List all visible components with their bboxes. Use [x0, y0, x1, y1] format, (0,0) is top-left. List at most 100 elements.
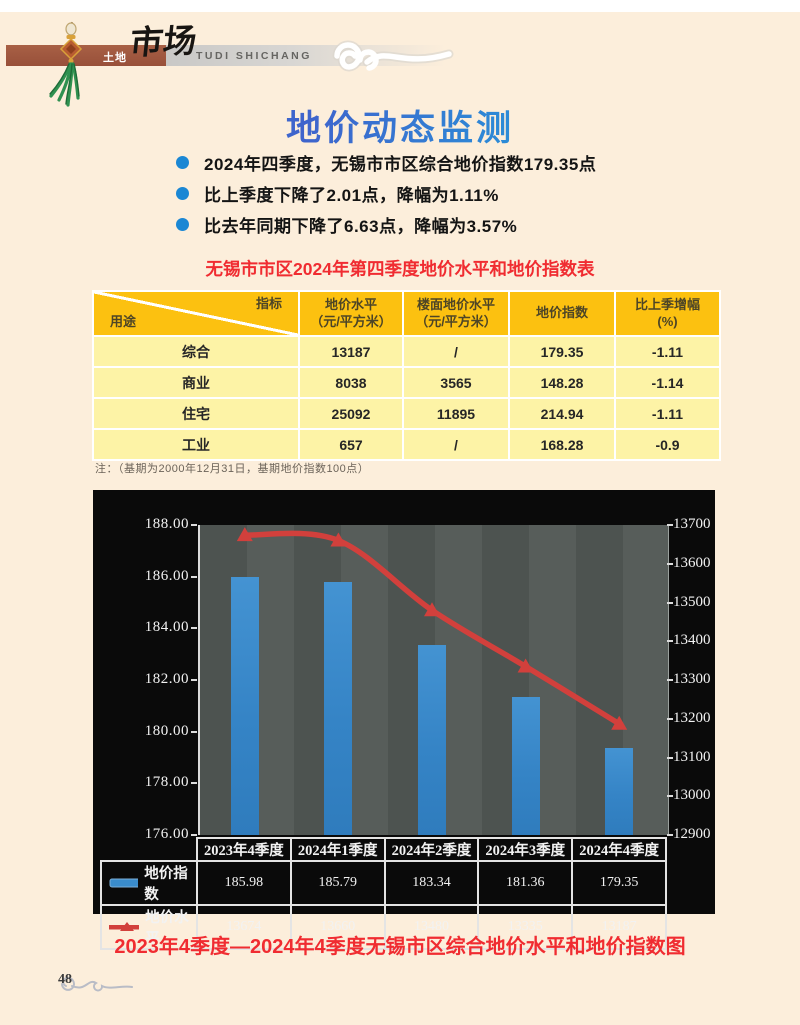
brand-calligraphy: 市场 [128, 23, 199, 63]
left-axis-label: 182.00 [144, 671, 189, 687]
table-cell: -1.14 [616, 368, 719, 397]
bullet-item: 比去年同期下降了6.63点，降幅为3.57% [176, 209, 596, 240]
left-axis-tick [191, 627, 197, 630]
header-line: 比上季增幅 [634, 296, 700, 312]
right-axis-tick [667, 679, 673, 681]
table-corner-cell: 指标 用途 [94, 292, 298, 335]
left-axis-tick [191, 524, 197, 526]
line-marker-triangle [236, 527, 253, 542]
bullet-text: 2024年四季度，无锡市市区综合地价指数179.35点 [204, 155, 597, 174]
table-note: 注：（基期为2000年12月31日，基期地价指数100点） [95, 463, 370, 475]
page-number: 48 [58, 972, 72, 987]
header-line: 楼面地价水平 [416, 296, 495, 312]
table-cell: / [404, 337, 508, 366]
cloud-ornament-icon [332, 40, 454, 72]
x-axis-category: 2024年3季度 [477, 837, 574, 862]
table-cell: 3565 [404, 368, 508, 397]
left-axis-label: 180.00 [144, 722, 189, 739]
table-cell: 657 [300, 430, 402, 459]
legend-entry: 地价水平 [104, 906, 194, 948]
left-axis-tick [191, 834, 197, 836]
chart-caption: 2023年4季度—2024年4季度无锡市区综合地价水平和地价指数图 [114, 936, 686, 958]
x-axis-category: 2023年4季度 [196, 837, 292, 862]
right-axis-tick [667, 562, 673, 565]
table-cell: -1.11 [616, 399, 719, 428]
right-axis-label: 13500 [673, 593, 711, 610]
chart-value-cell: 181.36 [477, 860, 574, 906]
summary-bullets: 2024年四季度，无锡市市区综合地价指数179.35点 比上季度下降了2.01点… [176, 147, 596, 240]
right-axis-label: 13400 [673, 632, 711, 649]
right-axis-tick [667, 640, 673, 643]
right-axis-tick [667, 795, 673, 798]
legend-cell: 地价指数 [100, 860, 198, 906]
right-axis-tick [667, 717, 673, 720]
chart-value-cell: 13480 [383, 904, 480, 950]
table-cell: 214.94 [510, 399, 614, 428]
table-cell: 168.28 [510, 430, 614, 459]
header-line: （元/平方米） [415, 313, 497, 329]
table-cell: 8038 [300, 368, 402, 397]
header-line: (%) [657, 313, 678, 329]
line-marker-triangle [330, 532, 347, 547]
chart-value-cell: 185.79 [289, 860, 386, 906]
right-axis-label: 13300 [673, 671, 711, 687]
bar-2024年3季度 [511, 696, 540, 835]
right-axis-tick [667, 756, 673, 759]
chart-value-cell: 13674 [196, 904, 292, 950]
left-axis-label: 176.00 [144, 826, 189, 842]
right-axis-label: 13600 [673, 554, 711, 571]
table-cell: 13187 [300, 337, 402, 366]
table-cell: -1.11 [616, 337, 719, 366]
table-cell: 商业 [94, 368, 298, 397]
table-cell: 综合 [94, 337, 298, 366]
x-axis-category: 2024年1季度 [289, 837, 386, 862]
column-header: 比上季增幅 (%) [616, 292, 719, 335]
chart-data-table: 2023年4季度 2024年1季度 2024年2季度 2024年3季度 2024年4季度… [100, 837, 667, 950]
line-marker-triangle [424, 602, 440, 617]
table-cell: 179.35 [510, 337, 614, 366]
page-top-margin [0, 0, 800, 12]
legend-entry: 地价指数 [104, 862, 194, 904]
right-axis-label: 12900 [673, 826, 711, 842]
chart-value-cell: 13187 [571, 904, 667, 950]
left-axis-label: 188.00 [144, 516, 189, 532]
bullet-text: 比去年同期下降了6.63点，降幅为3.57% [204, 217, 518, 236]
land-price-table: 指标 用途 地价水平 （元/平方米） 楼面地价水平 （元/平方米） 地价指数 比… [92, 290, 721, 461]
line-marker-triangle [517, 658, 534, 673]
bar-2024年1季度 [324, 582, 353, 835]
right-axis-tick [667, 601, 673, 604]
line-legend-icon [109, 922, 140, 931]
column-header: 楼面地价水平 （元/平方米） [404, 292, 508, 335]
line-marker-triangle [611, 715, 628, 730]
table-cell: 工业 [94, 430, 298, 459]
page-number-swirl-icon [61, 976, 133, 992]
brand-name-en: TUDI SHICHANG [196, 50, 312, 62]
column-header: 地价水平 （元/平方米） [300, 292, 402, 335]
line-series [236, 527, 628, 730]
left-axis-label: 184.00 [144, 619, 189, 636]
right-axis-tick [667, 834, 673, 836]
table-cell: 25092 [300, 399, 402, 428]
right-axis-label: 13100 [673, 748, 711, 765]
chart-value-cell: 185.98 [196, 860, 292, 906]
column-header: 地价指数 [510, 292, 614, 335]
legend-cell: 地价水平 [100, 904, 198, 950]
header-line: 地价指数 [535, 305, 588, 321]
bar-legend-icon [109, 878, 139, 888]
left-axis-label: 186.00 [144, 567, 189, 584]
table-cell: 住宅 [94, 399, 298, 428]
bullet-dot-icon [176, 187, 189, 200]
bullet-item: 比上季度下降了2.01点，降幅为1.11% [176, 178, 596, 209]
header-band-brown [6, 45, 166, 66]
header-line: （元/平方米） [310, 313, 392, 329]
legend-label: 地价水平 [145, 910, 189, 947]
bullet-dot-icon [176, 156, 189, 169]
chart-value-cell: 13335 [477, 904, 574, 950]
left-axis-tick [191, 575, 197, 578]
brand-name-cn: 土地 [103, 52, 127, 64]
right-axis-label: 13200 [673, 709, 711, 726]
tassel-ornament-icon [49, 21, 83, 107]
header-line: 地价水平 [324, 296, 377, 312]
table-cell: / [404, 430, 508, 459]
